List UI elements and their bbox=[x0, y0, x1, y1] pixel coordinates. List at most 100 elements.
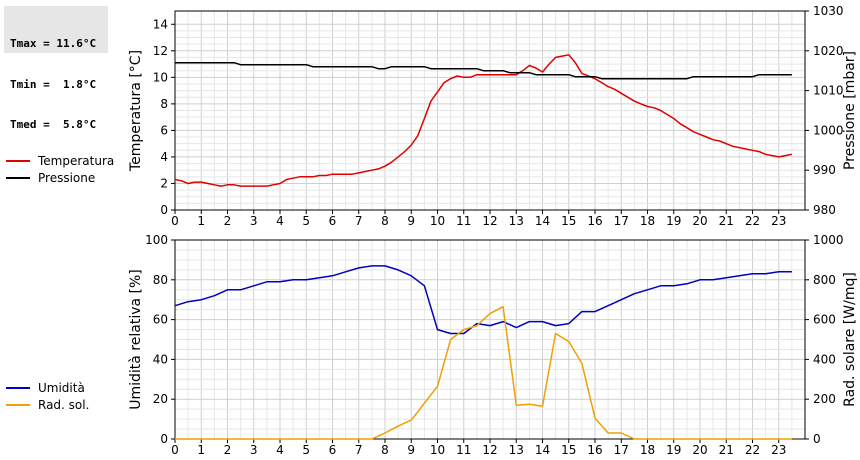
chart2-left-tick-label: 40 bbox=[153, 352, 168, 366]
chart2-series-rad-sol bbox=[175, 305, 792, 440]
chart1-x-tick-label: 21 bbox=[719, 214, 734, 228]
chart2-series-umidit bbox=[174, 265, 792, 335]
chart1-x-tick-label: 18 bbox=[640, 214, 655, 228]
chart2-x-tick-label: 23 bbox=[771, 443, 786, 457]
chart1-series-temperatura bbox=[174, 54, 793, 187]
chart2-left-tick-label: 80 bbox=[153, 273, 168, 287]
chart2-x-tick-label: 0 bbox=[171, 443, 179, 457]
chart1-x-tick-label: 23 bbox=[771, 214, 786, 228]
chart2-x-tick-label: 12 bbox=[482, 443, 497, 457]
legend-item-radsol: Rad. sol. bbox=[6, 396, 89, 413]
chart1-left-tick-label: 8 bbox=[160, 97, 168, 111]
chart1-x-tick-label: 10 bbox=[430, 214, 445, 228]
chart1-right-tick-label: 980 bbox=[813, 203, 836, 217]
chart1-x-tick-label: 3 bbox=[250, 214, 258, 228]
chart2-x-tick-label: 8 bbox=[381, 443, 389, 457]
chart2-x-tick-label: 1 bbox=[197, 443, 205, 457]
chart1-x-tick-label: 1 bbox=[197, 214, 205, 228]
legend-swatch-pressione bbox=[6, 176, 30, 179]
chart1-right-tick-label: 1010 bbox=[813, 84, 844, 98]
legend-swatch-radsol bbox=[6, 403, 30, 406]
chart1-x-tick-label: 19 bbox=[666, 214, 681, 228]
chart1-left-tick-label: 12 bbox=[153, 44, 168, 58]
chart1-x-tick-label: 11 bbox=[456, 214, 471, 228]
chart1-left-tick-label: 2 bbox=[160, 176, 168, 190]
chart2-left-tick-label: 0 bbox=[160, 432, 168, 446]
chart1-x-tick-label: 15 bbox=[561, 214, 576, 228]
chart2-left-tick-label: 60 bbox=[153, 313, 168, 327]
chart1-right-tick-label: 990 bbox=[813, 163, 836, 177]
chart1-right-tick-label: 1020 bbox=[813, 44, 844, 58]
chart2-x-tick-label: 21 bbox=[719, 443, 734, 457]
chart1-left-tick-label: 14 bbox=[153, 17, 168, 31]
chart1-x-tick-label: 9 bbox=[407, 214, 415, 228]
chart1-x-tick-label: 12 bbox=[482, 214, 497, 228]
stats-box: Tmax = 11.6°C Tmin = 1.8°C Tmed = 5.8°C bbox=[4, 6, 108, 131]
chart2-right-tick-label: 800 bbox=[813, 273, 836, 287]
chart2-x-tick-label: 19 bbox=[666, 443, 681, 457]
stat-tmax: Tmax = 11.6°C bbox=[10, 37, 97, 50]
chart1-x-tick-label: 14 bbox=[535, 214, 550, 228]
chart1-x-tick-label: 0 bbox=[171, 214, 179, 228]
chart2-right-tick-label: 400 bbox=[813, 352, 836, 366]
chart1-left-tick-label: 6 bbox=[160, 123, 168, 137]
chart2-x-tick-label: 3 bbox=[250, 443, 258, 457]
chart2-x-tick-label: 17 bbox=[614, 443, 629, 457]
stat-tmed: Tmed = 5.8°C bbox=[10, 118, 97, 131]
chart1-left-tick-label: 10 bbox=[153, 70, 168, 84]
chart2-x-tick-label: 22 bbox=[745, 443, 760, 457]
chart1-right-tick-label: 1000 bbox=[813, 123, 844, 137]
stat-tmin: Tmin = 1.8°C bbox=[10, 77, 97, 91]
chart1-x-tick-label: 16 bbox=[587, 214, 602, 228]
legend-label-temperatura: Temperatura bbox=[38, 153, 115, 168]
chart2-x-tick-label: 4 bbox=[276, 443, 284, 457]
chart2-x-tick-label: 14 bbox=[535, 443, 550, 457]
chart2-x-tick-label: 7 bbox=[355, 443, 363, 457]
chart1-x-tick-label: 6 bbox=[329, 214, 337, 228]
chart2-x-tick-label: 5 bbox=[302, 443, 310, 457]
chart2-x-tick-label: 9 bbox=[407, 443, 415, 457]
legend-bottom: Umidità Rad. sol. bbox=[6, 379, 89, 413]
chart1-x-tick-label: 2 bbox=[224, 214, 232, 228]
chart1-x-tick-label: 22 bbox=[745, 214, 760, 228]
chart2-right-tick-label: 600 bbox=[813, 313, 836, 327]
chart1-right-tick-label: 1030 bbox=[813, 4, 844, 18]
chart2-x-tick-label: 20 bbox=[692, 443, 707, 457]
chart2-right-axis-title: Rad. solare [W/mq] bbox=[842, 272, 858, 407]
chart1-x-tick-label: 17 bbox=[614, 214, 629, 228]
chart2-x-tick-label: 16 bbox=[587, 443, 602, 457]
legend-top: Temperatura Pressione bbox=[6, 152, 114, 186]
legend-swatch-umidita bbox=[6, 386, 30, 389]
legend-label-umidita: Umidità bbox=[38, 380, 85, 395]
chart1-x-tick-label: 13 bbox=[509, 214, 524, 228]
chart2-x-tick-label: 10 bbox=[430, 443, 445, 457]
chart1-series-pressione bbox=[175, 61, 792, 80]
legend-swatch-temperatura bbox=[6, 159, 30, 162]
chart2-x-tick-label: 15 bbox=[561, 443, 576, 457]
chart2-right-tick-label: 0 bbox=[813, 432, 821, 446]
legend-label-radsol: Rad. sol. bbox=[38, 397, 90, 412]
chart2-right-tick-label: 1000 bbox=[813, 233, 844, 247]
chart2-left-tick-label: 20 bbox=[153, 392, 168, 406]
chart1-x-tick-label: 20 bbox=[692, 214, 707, 228]
legend-item-temperatura: Temperatura bbox=[6, 152, 114, 169]
chart1-left-tick-label: 4 bbox=[160, 150, 168, 164]
chart1-right-axis-title: Pressione [mbar] bbox=[842, 51, 858, 170]
legend-item-pressione: Pressione bbox=[6, 169, 114, 186]
chart1-x-tick-label: 8 bbox=[381, 214, 389, 228]
chart2-left-axis-title: Umidità relativa [%] bbox=[128, 269, 144, 410]
chart1-left-axis-title: Temperatura [°C] bbox=[128, 50, 144, 172]
chart2-right-tick-label: 200 bbox=[813, 392, 836, 406]
chart2-x-tick-label: 2 bbox=[224, 443, 232, 457]
chart1-left-tick-label: 0 bbox=[160, 203, 168, 217]
chart1-x-tick-label: 4 bbox=[276, 214, 284, 228]
chart2-x-tick-label: 11 bbox=[456, 443, 471, 457]
chart2-left-tick-label: 100 bbox=[145, 233, 168, 247]
chart2-x-tick-label: 18 bbox=[640, 443, 655, 457]
legend-label-pressione: Pressione bbox=[38, 170, 96, 185]
chart2-x-tick-label: 6 bbox=[329, 443, 337, 457]
chart1-x-tick-label: 7 bbox=[355, 214, 363, 228]
chart2-x-tick-label: 13 bbox=[509, 443, 524, 457]
legend-item-umidita: Umidità bbox=[6, 379, 89, 396]
